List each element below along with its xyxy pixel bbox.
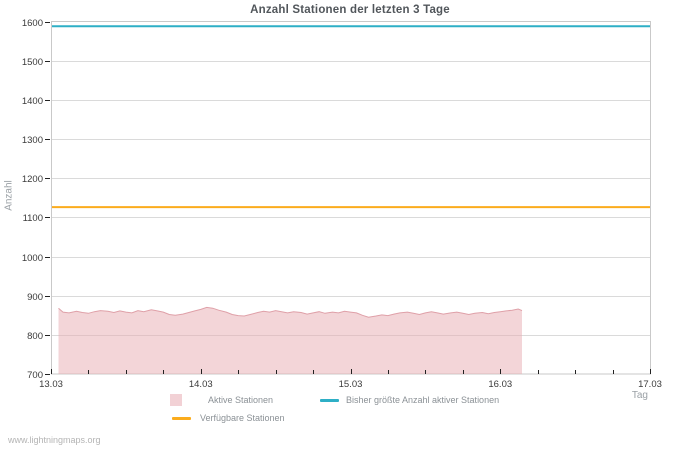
active-stations-swatch-icon xyxy=(170,394,182,406)
svg-text:17.03: 17.03 xyxy=(638,379,662,390)
x-axis-title: Tag xyxy=(631,390,648,401)
svg-text:900: 900 xyxy=(27,292,43,303)
max-active-stations-swatch-icon xyxy=(320,399,339,402)
svg-text:14.03: 14.03 xyxy=(189,379,213,390)
svg-text:1000: 1000 xyxy=(22,253,43,264)
svg-text:1200: 1200 xyxy=(22,174,43,185)
svg-text:1100: 1100 xyxy=(23,213,43,224)
available-stations-swatch-icon xyxy=(172,417,191,420)
svg-text:1600: 1600 xyxy=(22,18,43,29)
svg-text:1500: 1500 xyxy=(22,57,43,68)
svg-text:800: 800 xyxy=(27,331,43,342)
legend-label-active-stations: Aktive Stationen xyxy=(208,395,274,405)
svg-text:16.03: 16.03 xyxy=(488,379,512,390)
chart-title: Anzahl Stationen der letzten 3 Tage xyxy=(250,4,450,16)
svg-text:1300: 1300 xyxy=(22,135,43,146)
legend-label-available-stations: Verfügbare Stationen xyxy=(200,413,285,423)
svg-text:13.03: 13.03 xyxy=(39,379,63,390)
svg-text:15.03: 15.03 xyxy=(339,379,363,390)
legend-label-max-active-stations: Bisher größte Anzahl aktiver Stationen xyxy=(346,395,500,405)
svg-text:1400: 1400 xyxy=(22,96,43,107)
watermark: www.lightningmaps.org xyxy=(8,435,101,445)
svg-text:700: 700 xyxy=(27,370,43,381)
